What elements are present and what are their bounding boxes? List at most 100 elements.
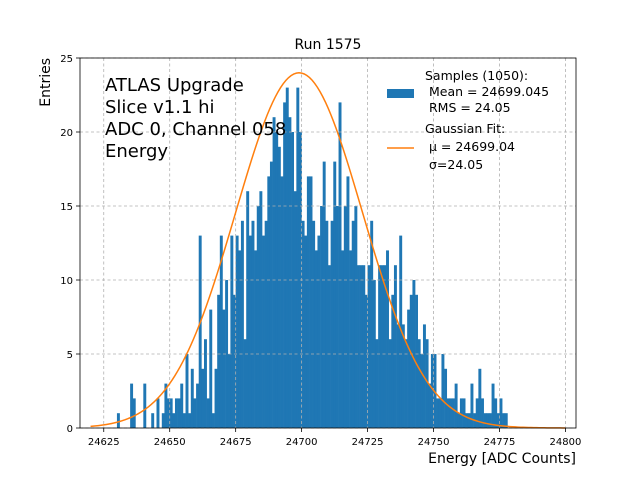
histogram-bar	[467, 413, 471, 428]
histogram-bar	[272, 117, 276, 428]
histogram-bar	[367, 265, 371, 428]
histogram-bar	[325, 220, 329, 428]
histogram-bar	[277, 146, 281, 429]
histogram-bar	[499, 398, 503, 428]
histogram-bar	[233, 294, 236, 428]
histogram-bar	[167, 398, 170, 428]
y-tick-label: 20	[60, 128, 73, 139]
histogram-bar	[378, 265, 382, 428]
histogram-bar	[362, 265, 366, 428]
histogram-bar	[188, 413, 192, 428]
histogram-bar	[370, 220, 374, 428]
histogram-bar	[481, 398, 484, 428]
histogram-bar	[430, 354, 434, 428]
histogram-bar	[211, 413, 215, 428]
histogram-bar	[269, 161, 273, 428]
gaussian-fit-curve	[90, 72, 566, 429]
histogram-bar	[375, 339, 379, 428]
histogram-bar	[388, 339, 392, 428]
histogram-bar	[494, 398, 498, 428]
histogram-bar	[196, 383, 200, 428]
legend-fit-label-3: σ=24.05	[425, 157, 483, 172]
histogram-bar	[317, 235, 321, 428]
axes-frame	[79, 57, 577, 429]
histogram-bar	[351, 220, 355, 428]
legend-hist-label-2: Mean = 24699.045	[425, 84, 549, 99]
histogram-bar	[328, 265, 331, 428]
histogram-bar	[267, 176, 271, 428]
x-tick-label: 24725	[352, 437, 384, 448]
annotation-line-4: Energy	[105, 141, 168, 162]
histogram-bar	[446, 398, 450, 428]
histogram-bar	[459, 398, 463, 428]
histogram-bar	[190, 368, 194, 428]
histogram-bar	[504, 413, 508, 428]
y-tick-label: 15	[60, 202, 73, 213]
histogram-bar	[417, 339, 421, 428]
histogram-bar	[491, 383, 495, 428]
legend-hist-label-1: Samples (1050):	[425, 68, 528, 83]
histogram-bar	[283, 102, 287, 429]
histogram-bar	[177, 398, 181, 428]
histogram-bar	[201, 368, 205, 428]
histogram-bar	[415, 294, 418, 428]
histogram-bar	[214, 368, 218, 428]
histogram-bar	[275, 132, 279, 428]
x-axis-ticks: 24625 24650 24675 24700 24725 24750 24775 24800	[88, 428, 582, 448]
x-tick-label: 24675	[220, 437, 252, 448]
histogram-bar	[291, 132, 294, 428]
histogram-bar	[478, 368, 482, 428]
x-tick-label: 24650	[154, 437, 186, 448]
histogram-bar	[393, 265, 397, 428]
histogram-bar	[462, 398, 466, 428]
legend-hist-swatch	[387, 89, 414, 98]
histogram-bar	[169, 398, 173, 428]
histogram-bar	[357, 265, 360, 428]
histogram-bar	[322, 161, 326, 428]
histogram-bar	[161, 413, 165, 428]
histogram-bar	[438, 398, 442, 428]
histogram-bar	[314, 250, 318, 428]
histogram-bar	[425, 339, 429, 428]
annotation-block: ATLAS Upgrade Slice v1.1 hi ADC 0, Chann…	[105, 75, 286, 162]
histogram-bar	[341, 250, 345, 428]
histogram-bar	[304, 235, 308, 428]
histogram-bar	[407, 309, 411, 428]
x-tick-label: 24625	[88, 437, 120, 448]
chart-title: Run 1575	[295, 37, 362, 53]
histogram-bar	[174, 398, 178, 428]
legend: Samples (1050): Mean = 24699.045 RMS = 2…	[387, 68, 549, 172]
histogram-bar	[132, 398, 136, 428]
histogram-bar	[409, 294, 413, 428]
histogram-bar	[457, 413, 461, 428]
histogram-bar	[180, 383, 184, 428]
histogram-bars	[116, 87, 508, 429]
x-tick-label: 24775	[484, 437, 516, 448]
histogram-bar	[306, 176, 310, 428]
histogram-bar	[343, 206, 347, 428]
histogram-bar	[399, 235, 403, 428]
histogram-bar	[320, 206, 324, 428]
histogram-bar	[396, 324, 400, 428]
histogram-bar	[301, 220, 305, 428]
legend-hist-label-3: RMS = 24.05	[425, 100, 511, 115]
x-tick-label: 24800	[550, 437, 582, 448]
histogram-bar	[428, 383, 432, 428]
histogram-bar	[465, 413, 469, 428]
histogram-bar	[288, 117, 292, 428]
histogram-bar	[219, 235, 223, 428]
histogram-bar	[254, 250, 258, 428]
histogram-bar	[285, 87, 289, 428]
histogram-bar	[240, 220, 244, 428]
histogram-bar	[436, 398, 440, 428]
histogram-bar	[364, 294, 368, 428]
y-axis-label: Entries	[38, 58, 54, 107]
histogram-bar	[483, 413, 487, 428]
x-tick-label: 24700	[286, 437, 318, 448]
histogram-bar	[441, 354, 445, 428]
histogram-bar	[248, 235, 252, 428]
histogram-bar	[488, 413, 492, 428]
histogram-bar	[309, 176, 313, 428]
histogram-bar	[156, 398, 160, 428]
histogram-bar	[164, 383, 168, 428]
